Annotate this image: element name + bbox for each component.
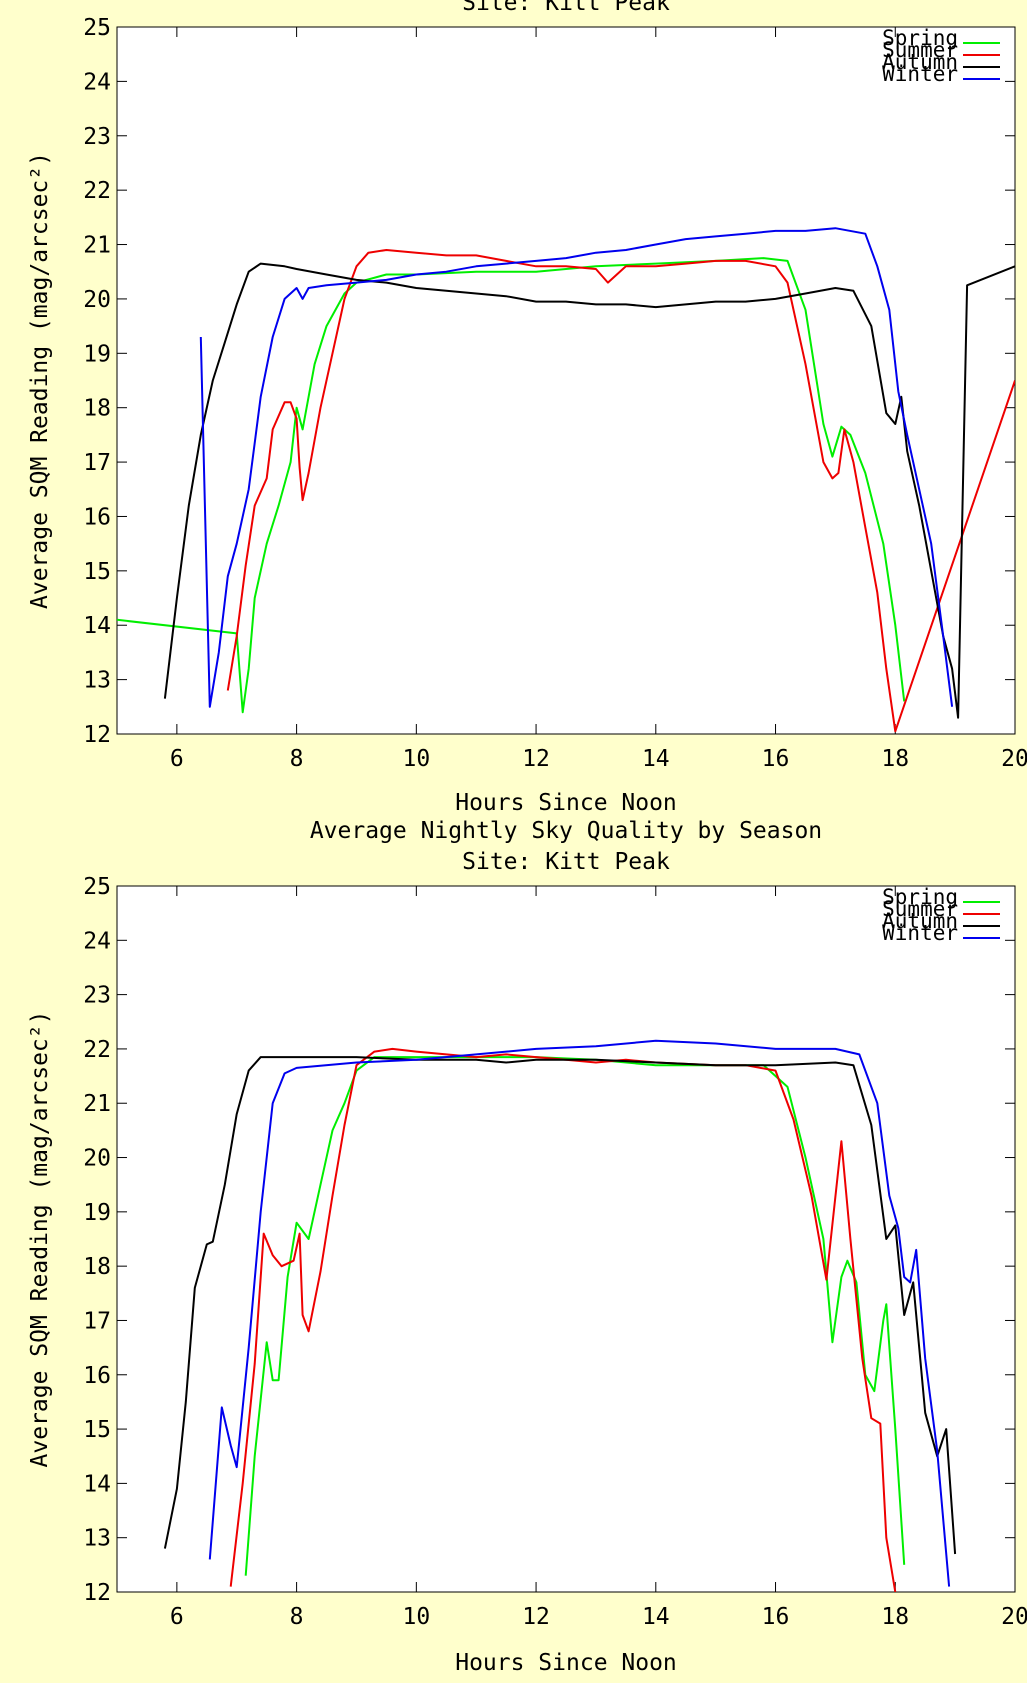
series-line-autumn <box>163 262 1015 719</box>
chart-title: Average Nightly Sky Quality by Season <box>310 818 822 844</box>
y-tick-label: 23 <box>83 124 111 150</box>
plot-area <box>116 26 1016 735</box>
series-line-summer <box>226 249 1015 733</box>
y-tick-label: 18 <box>83 1254 111 1280</box>
legend-label-summer: Summer <box>882 897 958 921</box>
chart-panel-2: Average Nightly Sky Quality by Season Sit… <box>27 818 1027 1676</box>
y-tick-label: 20 <box>83 1146 111 1172</box>
legend-label-summer: Summer <box>882 38 958 62</box>
legend-label-autumn: Autumn <box>882 50 958 74</box>
y-tick-label: 22 <box>83 1037 111 1063</box>
y-tick-label: 24 <box>83 928 111 954</box>
x-tick-label: 20 <box>1001 746 1027 772</box>
y-tick-label: 12 <box>83 722 111 748</box>
x-tick-label: 12 <box>522 1604 550 1630</box>
x-tick-label: 12 <box>522 746 550 772</box>
y-tick-label: 17 <box>83 1308 111 1334</box>
y-tick-label: 18 <box>83 396 111 422</box>
series-line-summer <box>229 1047 897 1592</box>
x-tick-label: 20 <box>1001 1604 1027 1630</box>
series-line-winter <box>199 227 954 708</box>
x-tick-label: 8 <box>290 746 304 772</box>
y-tick-label: 24 <box>83 69 111 95</box>
x-tick-label: 16 <box>762 746 790 772</box>
y-tick-label: 21 <box>83 1091 111 1117</box>
series-line-winter <box>208 1039 951 1587</box>
x-axis-label: Hours Since Noon <box>455 1650 677 1676</box>
y-tick-label: 13 <box>83 668 111 694</box>
x-tick-label: 6 <box>170 746 184 772</box>
legend-label-autumn: Autumn <box>882 909 958 933</box>
series-lines <box>117 227 1015 733</box>
y-tick-label: 25 <box>83 15 111 41</box>
y-tick-label: 16 <box>83 504 111 530</box>
x-tick-label: 10 <box>402 1604 430 1630</box>
x-tick-label: 14 <box>642 1604 670 1630</box>
x-tick-label: 10 <box>402 746 430 772</box>
x-tick-label: 14 <box>642 746 670 772</box>
legend-label-spring: Spring <box>882 885 958 909</box>
x-tick-label: 16 <box>762 1604 790 1630</box>
x-tick-label: 18 <box>881 746 909 772</box>
y-tick-label: 15 <box>83 1417 111 1443</box>
legend-label-winter: Winter <box>882 921 958 945</box>
series-line-autumn <box>163 1056 957 1555</box>
y-tick-label: 17 <box>83 450 111 476</box>
y-tick-label: 19 <box>83 1200 111 1226</box>
y-tick-label: 14 <box>83 613 111 639</box>
y-tick-label: 20 <box>83 287 111 313</box>
y-tick-label: 13 <box>83 1526 111 1552</box>
y-tick-label: 12 <box>83 1580 111 1606</box>
y-axis-label: Average SQM Reading (mag/arcsec²) <box>27 152 53 609</box>
y-tick-label: 21 <box>83 233 111 259</box>
legend-label-winter: Winter <box>882 62 958 86</box>
y-tick-label: 25 <box>83 874 111 900</box>
x-tick-label: 8 <box>290 1604 304 1630</box>
y-tick-label: 22 <box>83 178 111 204</box>
legend-label-spring: Spring <box>882 26 958 50</box>
x-tick-label: 6 <box>170 1604 184 1630</box>
series-line-spring <box>117 257 906 714</box>
chart-subtitle: Site: Kitt Peak <box>462 0 670 16</box>
x-axis-label: Hours Since Noon <box>455 790 677 816</box>
chart-subtitle: Site: Kitt Peak <box>462 849 670 875</box>
y-tick-label: 23 <box>83 983 111 1009</box>
y-tick-label: 19 <box>83 341 111 367</box>
x-tick-label: 18 <box>881 1604 909 1630</box>
y-tick-label: 14 <box>83 1471 111 1497</box>
y-tick-label: 16 <box>83 1363 111 1389</box>
series-lines <box>163 1039 957 1592</box>
chart-panel-1: Site: Kitt Peak 12 13 14 15 16 17 18 19 20 21 22 23 2… <box>27 0 1027 816</box>
y-axis-label: Average SQM Reading (mag/arcsec²) <box>27 1011 53 1468</box>
y-tick-label: 15 <box>83 559 111 585</box>
